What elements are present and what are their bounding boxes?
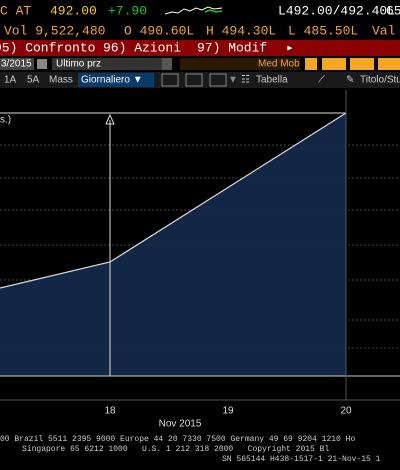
footer-line: 00 Brazil 5511 2395 9000 Europe 44 20 73… — [0, 435, 355, 444]
ticker: C AT — [0, 3, 31, 18]
high: H 494.30L — [206, 23, 276, 38]
price-area — [0, 113, 346, 376]
dropdown-arrow[interactable]: ▼ — [228, 75, 238, 86]
change: +7.90 — [108, 3, 147, 18]
chart-icon[interactable] — [185, 73, 203, 87]
button-bar — [0, 40, 400, 56]
sparkline-tail — [204, 9, 223, 13]
field-arrow[interactable] — [162, 58, 172, 70]
table-icon[interactable]: ☷ — [241, 75, 250, 86]
x-axis-label: Nov 2015 — [159, 419, 202, 430]
x-tick-label: 20 — [340, 406, 352, 417]
bid-ask: L492.00/492.40L — [278, 3, 395, 18]
tool-icon[interactable]: ⟋ — [318, 75, 325, 86]
button[interactable]: 96) Azioni — [103, 40, 181, 55]
low: L 485.50L — [288, 23, 358, 38]
period[interactable]: 1A — [4, 75, 17, 86]
sparkline — [164, 6, 223, 15]
table-button[interactable]: Tabella — [256, 75, 288, 86]
frequency: Giornaliero ▼ — [81, 75, 143, 86]
x-tick-label: 18 — [104, 406, 116, 417]
field-select[interactable] — [52, 58, 162, 70]
dropdown-arrow[interactable]: ▸ — [286, 40, 294, 55]
moving-avg: Med Mob — [258, 59, 300, 70]
chart-icon[interactable] — [161, 73, 179, 87]
ma-box[interactable] — [305, 58, 317, 70]
calendar-icon[interactable] — [37, 59, 47, 69]
title-button[interactable]: Titolo/Studio — [360, 75, 400, 86]
date-field[interactable] — [0, 58, 34, 70]
date: 3/2015 — [1, 59, 32, 70]
ma-box[interactable] — [378, 58, 400, 70]
last-price: 492.00 — [50, 3, 97, 18]
ma-box[interactable] — [350, 58, 374, 70]
period[interactable]: Mass — [49, 75, 73, 86]
frequency-select[interactable] — [78, 73, 154, 87]
footer-line: Singapore 65 6212 1000 U.S. 1 212 318 20… — [22, 445, 329, 454]
ma-box[interactable] — [322, 58, 346, 70]
ma-field — [180, 58, 300, 70]
event-marker — [105, 113, 115, 125]
x-tick-label: 19 — [222, 406, 234, 417]
button[interactable]: 97) Modif — [197, 40, 267, 55]
volume: Vol 9,522,480 — [4, 23, 105, 38]
legend-fragment: s.) — [0, 115, 11, 126]
button[interactable]: 95) Confronto — [0, 40, 95, 55]
value: Val — [372, 23, 396, 38]
chart-icon[interactable] — [209, 73, 227, 87]
tool-icon[interactable]: ✎ — [346, 75, 354, 86]
footer-line: SN 565144 H438-1517-1 21-Nov-15 1 — [222, 455, 381, 464]
field: Ultimo prz — [56, 59, 101, 70]
open: O 490.60L — [124, 23, 194, 38]
period[interactable]: 5A — [27, 75, 40, 86]
extra: 65 — [386, 3, 400, 18]
